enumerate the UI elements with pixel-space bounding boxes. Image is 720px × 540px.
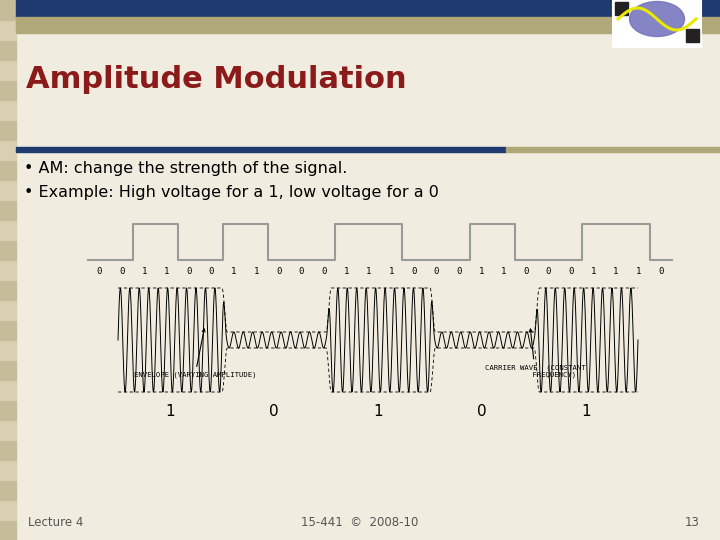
Bar (0, 300, 16, 320)
Text: 0: 0 (299, 267, 304, 276)
Bar (686, 29, 699, 42)
Bar (0, 0, 16, 20)
Text: • Example: High voltage for a 1, low voltage for a 0: • Example: High voltage for a 1, low vol… (24, 186, 439, 200)
Bar (0, 140, 16, 160)
Text: • AM: change the strength of the signal.: • AM: change the strength of the signal. (24, 160, 347, 176)
Bar (613, 0, 701, 47)
Text: 1: 1 (581, 404, 591, 420)
Text: 1: 1 (366, 267, 372, 276)
Text: 0: 0 (658, 267, 663, 276)
Bar (16, 17, 720, 33)
Text: ENVELOPE (VARYING AMPLITUDE): ENVELOPE (VARYING AMPLITUDE) (134, 329, 256, 379)
Text: 1: 1 (231, 267, 237, 276)
Bar (0, 280, 16, 300)
Bar (0, 240, 16, 260)
Bar (0, 380, 16, 400)
Text: 1: 1 (590, 267, 596, 276)
Bar (0, 460, 16, 480)
Text: 1: 1 (164, 267, 169, 276)
Bar (0, 40, 16, 60)
Bar (0, 360, 16, 380)
Text: 0: 0 (209, 267, 215, 276)
Text: 0: 0 (411, 267, 416, 276)
Bar (506, 147, 720, 152)
Bar (0, 440, 16, 460)
Bar (0, 160, 16, 180)
Bar (0, 180, 16, 200)
Text: 0: 0 (321, 267, 327, 276)
Bar (0, 420, 16, 440)
Bar (0, 20, 16, 40)
Text: 1: 1 (478, 267, 484, 276)
Text: 1: 1 (253, 267, 259, 276)
Bar (0, 520, 16, 540)
Bar (615, 2, 628, 15)
Text: 0: 0 (568, 267, 574, 276)
Text: 1: 1 (343, 267, 349, 276)
Text: 0: 0 (477, 404, 487, 420)
Text: Amplitude Modulation: Amplitude Modulation (26, 65, 407, 94)
Bar (16, 0, 720, 17)
Bar (0, 340, 16, 360)
Text: 15-441  ©  2008-10: 15-441 © 2008-10 (301, 516, 419, 529)
Text: 0: 0 (119, 267, 125, 276)
Text: 1: 1 (141, 267, 147, 276)
Bar (0, 260, 16, 280)
Bar (0, 120, 16, 140)
Bar (0, 220, 16, 240)
Bar (0, 320, 16, 340)
Text: 1: 1 (613, 267, 618, 276)
Text: Lecture 4: Lecture 4 (28, 516, 84, 529)
Text: 0: 0 (96, 267, 102, 276)
Bar (0, 100, 16, 120)
Bar (0, 500, 16, 520)
Text: 1: 1 (636, 267, 641, 276)
Text: 0: 0 (186, 267, 192, 276)
Bar (0, 400, 16, 420)
Text: 0: 0 (456, 267, 462, 276)
Text: 0: 0 (433, 267, 439, 276)
Text: 1: 1 (373, 404, 383, 420)
Text: 0: 0 (523, 267, 528, 276)
Text: 13: 13 (685, 516, 700, 529)
Bar (0, 80, 16, 100)
Text: 0: 0 (269, 404, 279, 420)
Bar (0, 480, 16, 500)
Text: 0: 0 (546, 267, 551, 276)
Bar (0, 200, 16, 220)
Ellipse shape (629, 2, 685, 37)
Text: CARRIER WAVE  (CONSTANT
         FREQUENCY): CARRIER WAVE (CONSTANT FREQUENCY) (485, 329, 585, 379)
Bar (0, 60, 16, 80)
Text: 1: 1 (389, 267, 394, 276)
Text: 0: 0 (276, 267, 282, 276)
Text: 1: 1 (165, 404, 175, 420)
Text: 1: 1 (501, 267, 506, 276)
Bar (16, 147, 506, 152)
